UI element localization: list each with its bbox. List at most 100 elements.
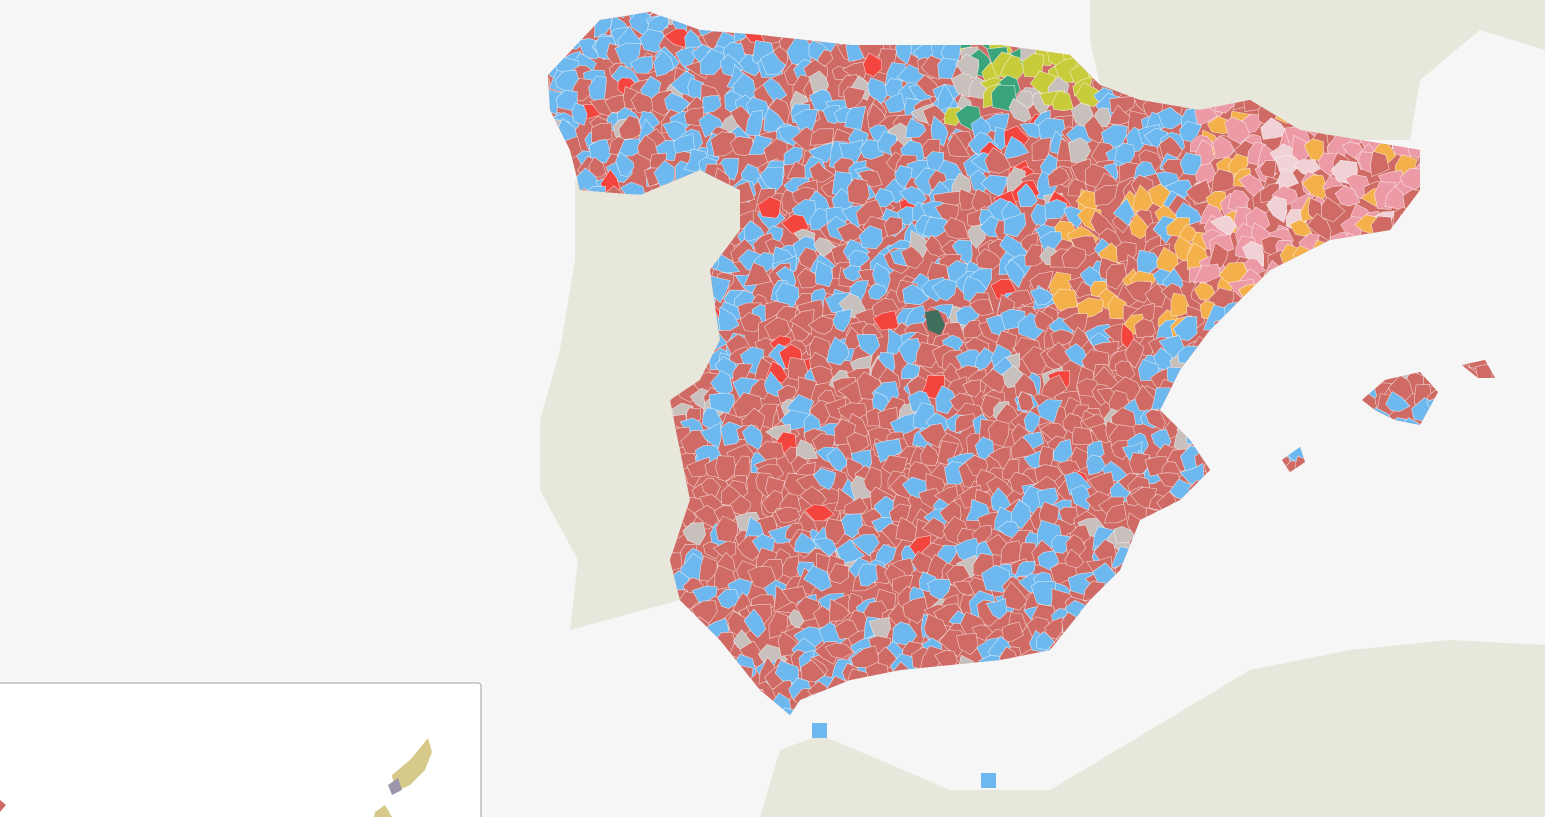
municipality <box>1001 581 1028 611</box>
municipality <box>1052 90 1074 112</box>
municipality <box>851 534 880 557</box>
municipality <box>743 608 767 639</box>
municipality <box>1193 281 1217 301</box>
municipality <box>1266 195 1288 223</box>
municipality <box>1058 506 1078 526</box>
municipality <box>1172 316 1198 341</box>
municipality <box>777 384 797 404</box>
municipality <box>804 504 835 522</box>
municipality <box>826 336 850 366</box>
municipality <box>653 50 675 77</box>
municipality <box>759 166 784 192</box>
municipality <box>956 633 979 655</box>
municipality <box>1109 104 1136 126</box>
municipality <box>895 516 922 543</box>
municipality <box>894 165 913 190</box>
municipality <box>1044 616 1064 640</box>
municipality <box>789 309 815 336</box>
municipality <box>714 356 738 379</box>
municipality <box>985 597 1008 620</box>
municipality <box>1144 282 1167 308</box>
municipality <box>815 260 834 288</box>
municipality <box>1010 499 1032 530</box>
municipality <box>686 456 710 477</box>
municipality <box>1085 454 1107 476</box>
municipality <box>1009 471 1036 495</box>
municipality <box>1110 440 1129 460</box>
municipality <box>690 600 718 624</box>
municipality <box>1170 292 1191 317</box>
municipality <box>902 596 929 624</box>
municipality <box>588 156 607 178</box>
municipality <box>1179 152 1202 176</box>
municipality <box>922 216 950 238</box>
municipality <box>759 51 787 76</box>
municipality <box>874 543 897 566</box>
municipality <box>1104 503 1127 524</box>
municipality <box>1370 150 1390 177</box>
municipality <box>1029 287 1055 306</box>
municipality <box>748 134 773 155</box>
municipality <box>915 341 941 369</box>
municipality <box>710 131 738 157</box>
municipality <box>774 506 801 524</box>
municipality <box>832 308 852 333</box>
municipality <box>1260 117 1290 140</box>
municipality <box>1289 219 1313 237</box>
canary-inset <box>0 682 482 817</box>
municipality <box>980 368 1006 394</box>
municipality <box>1112 197 1135 227</box>
municipality <box>1208 242 1229 269</box>
municipality <box>984 147 1012 174</box>
municipality <box>936 83 955 113</box>
portugal <box>540 170 740 630</box>
municipality <box>1194 105 1218 126</box>
municipality <box>757 196 782 219</box>
municipality <box>873 187 895 208</box>
municipality <box>847 178 870 206</box>
municipality <box>743 262 772 287</box>
municipality <box>1000 540 1025 565</box>
municipality <box>616 138 645 157</box>
municipality <box>809 128 834 146</box>
municipality <box>976 248 1003 270</box>
municipality <box>718 306 740 331</box>
municipality <box>618 115 643 141</box>
municipality <box>1024 244 1043 267</box>
ceuta <box>812 723 827 738</box>
municipality <box>803 565 832 592</box>
municipality <box>615 151 635 177</box>
municipality <box>1040 374 1068 400</box>
municipality <box>1320 196 1346 223</box>
municipality <box>924 234 946 258</box>
municipality <box>1037 550 1060 571</box>
municipality <box>1036 399 1063 424</box>
municipality <box>1071 426 1094 446</box>
municipality <box>863 52 883 77</box>
municipality <box>1002 135 1030 160</box>
municipality <box>812 537 838 557</box>
municipality <box>900 245 925 270</box>
municipality <box>947 132 971 157</box>
municipality <box>682 522 706 546</box>
municipality <box>954 413 977 434</box>
municipality <box>717 589 741 609</box>
municipality <box>1179 120 1203 143</box>
france <box>1090 0 1545 140</box>
municipality <box>1064 548 1085 569</box>
municipality <box>1334 185 1361 207</box>
municipality <box>972 524 993 546</box>
municipality <box>729 136 755 157</box>
municipality <box>702 95 722 114</box>
municipality <box>555 89 578 111</box>
municipality <box>629 55 653 74</box>
municipality <box>812 467 837 491</box>
municipality <box>1212 135 1235 160</box>
municipality <box>548 74 551 100</box>
municipality <box>715 455 737 482</box>
municipality <box>858 169 883 188</box>
municipality <box>902 283 930 306</box>
